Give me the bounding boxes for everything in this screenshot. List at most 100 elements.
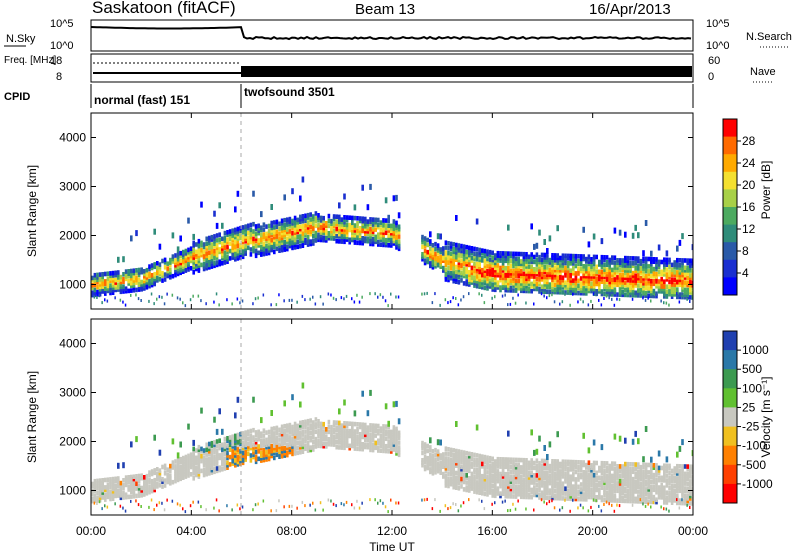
power-cell (385, 218, 388, 223)
velocity-cell (257, 457, 260, 462)
velocity-cell (538, 436, 541, 442)
power-cell (328, 293, 330, 296)
power-cell (447, 241, 450, 246)
power-cell (260, 225, 263, 230)
velocity-cell (491, 503, 493, 506)
power-cell (229, 256, 232, 261)
power-cell (538, 255, 541, 260)
power-cell (367, 237, 370, 242)
power-cell (473, 252, 476, 257)
power-cell (374, 235, 377, 240)
power-cell (270, 303, 272, 306)
power-cell (135, 268, 138, 273)
power-cell (606, 285, 609, 290)
velocity-cell (559, 462, 562, 467)
velocity-cell (153, 508, 155, 511)
velocity-cell (507, 457, 510, 462)
velocity-cell (580, 487, 583, 492)
power-cell (296, 245, 299, 250)
power-cell (133, 268, 136, 273)
power-cell (471, 256, 474, 261)
power-cell (541, 253, 544, 258)
power-cell (122, 277, 125, 282)
power-cell (296, 301, 298, 304)
power-cell (445, 267, 448, 272)
velocity-cell (614, 493, 617, 498)
power-cell (541, 284, 544, 289)
power-cell (653, 295, 655, 298)
power-cell (302, 231, 305, 236)
power-cell (291, 231, 294, 236)
velocity-cell (536, 449, 539, 455)
nsky-tick-bottom: 10^0 (50, 40, 74, 52)
velocity-cell (491, 488, 494, 493)
power-cell (533, 244, 536, 250)
power-cell (606, 255, 609, 260)
velocity-cell (642, 456, 645, 462)
velocity-cell (629, 462, 632, 467)
power-cell (135, 288, 138, 293)
power-cell (278, 231, 281, 236)
power-cell (489, 257, 492, 262)
power-cell (541, 258, 544, 263)
power-cell (512, 297, 514, 300)
power-cell (624, 293, 627, 298)
power-cell (434, 292, 436, 295)
power-cell (465, 245, 468, 250)
power-cell (247, 224, 250, 229)
power-cell (255, 297, 256, 300)
velocity-cell (151, 479, 154, 484)
velocity-cell (172, 460, 175, 465)
power-cell (658, 260, 661, 265)
velocity-cell (486, 470, 489, 475)
velocity-cell (354, 507, 356, 510)
power-cell (491, 251, 494, 256)
power-cell (127, 289, 130, 294)
power-cell (473, 261, 476, 266)
velocity-cell (640, 482, 643, 487)
power-cell (598, 299, 600, 302)
power-cell (200, 263, 203, 268)
power-cell (179, 298, 181, 301)
power-cell (504, 294, 506, 297)
velocity-cell (200, 447, 203, 452)
velocity-cell (489, 463, 492, 468)
power-cell (330, 294, 332, 297)
power-cell (192, 234, 195, 240)
power-cell (530, 252, 533, 257)
power-cell (226, 245, 229, 250)
velocity-cell (229, 435, 232, 440)
velocity-cell (632, 439, 635, 445)
power-cell (205, 251, 208, 256)
power-cell (645, 291, 648, 296)
power-cell (499, 266, 502, 271)
power-cell (634, 256, 637, 261)
velocity-cell (208, 442, 211, 447)
velocity-cell (536, 463, 539, 468)
velocity-cell (598, 466, 601, 471)
power-cell (525, 302, 527, 305)
power-cell (554, 300, 556, 303)
velocity-cell (463, 487, 466, 492)
velocity-cell (216, 449, 219, 454)
velocity-cell (645, 505, 647, 508)
velocity-cell (195, 456, 198, 461)
velocity-cell (398, 440, 401, 445)
power-cell (437, 243, 440, 248)
velocity-cell (395, 427, 398, 432)
velocity-cell (387, 510, 389, 513)
velocity-cell (595, 483, 598, 488)
power-cell (322, 216, 325, 221)
velocity-cell (278, 432, 281, 437)
velocity-cell (159, 450, 162, 456)
power-cell (590, 300, 592, 303)
velocity-cell (645, 426, 648, 432)
velocity-cell (546, 471, 549, 476)
power-cell (554, 283, 557, 288)
velocity-cell (278, 499, 280, 502)
velocity-cell (257, 430, 260, 435)
velocity-cell (450, 448, 453, 453)
power-cell (476, 247, 479, 252)
velocity-cell (185, 455, 188, 460)
velocity-cell (486, 455, 489, 460)
